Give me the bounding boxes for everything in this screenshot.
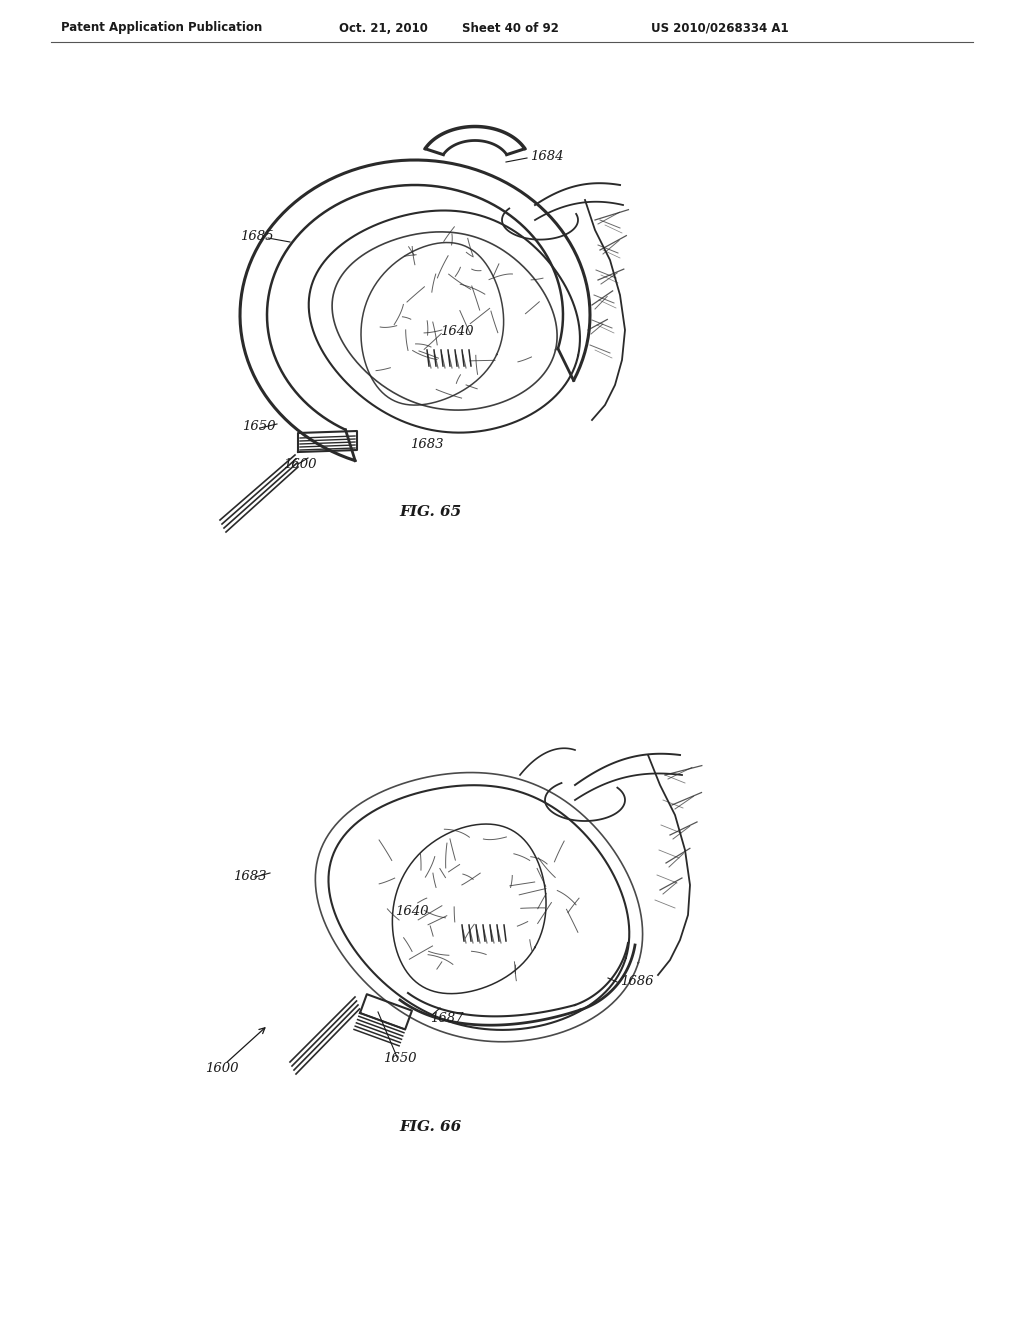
Text: FIG. 66: FIG. 66 — [399, 1119, 461, 1134]
Text: 1684: 1684 — [530, 150, 563, 162]
Text: 1600: 1600 — [205, 1063, 239, 1074]
Text: Sheet 40 of 92: Sheet 40 of 92 — [462, 21, 558, 34]
Text: 1686: 1686 — [620, 975, 653, 987]
Text: 1685: 1685 — [240, 230, 273, 243]
Text: US 2010/0268334 A1: US 2010/0268334 A1 — [651, 21, 788, 34]
Text: 1683: 1683 — [233, 870, 266, 883]
Text: 1687: 1687 — [430, 1012, 464, 1026]
Text: 1640: 1640 — [440, 325, 473, 338]
Text: Oct. 21, 2010: Oct. 21, 2010 — [339, 21, 427, 34]
Text: Patent Application Publication: Patent Application Publication — [61, 21, 262, 34]
Text: 1600: 1600 — [283, 458, 316, 471]
Text: FIG. 65: FIG. 65 — [399, 506, 461, 519]
Text: 1683: 1683 — [410, 438, 443, 451]
Text: 1650: 1650 — [242, 420, 275, 433]
Text: 1640: 1640 — [395, 906, 428, 917]
Text: 1650: 1650 — [383, 1052, 417, 1065]
